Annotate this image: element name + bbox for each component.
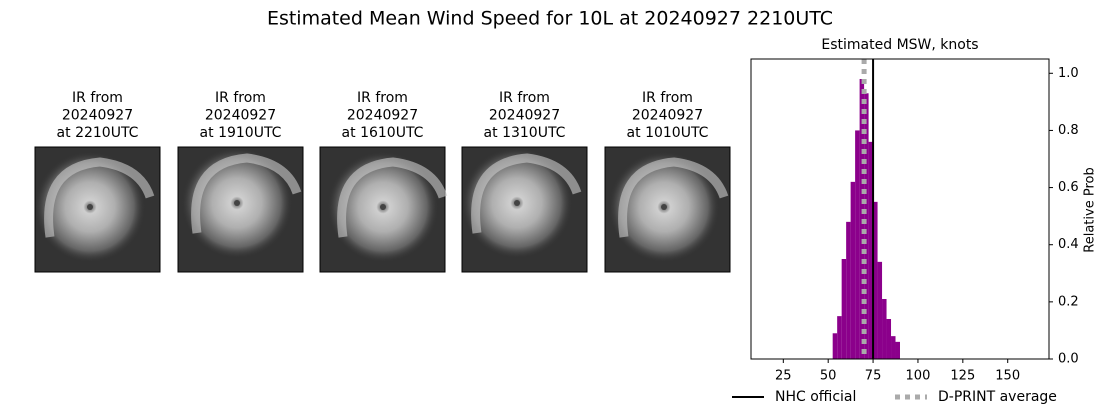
spiral-band <box>471 153 582 234</box>
storm-eye <box>661 204 667 210</box>
panel-title: IR from <box>72 90 123 106</box>
histogram-bar <box>841 259 847 359</box>
histogram-bar <box>837 316 842 359</box>
x-tick-label: 125 <box>950 369 975 384</box>
histogram-bar <box>855 130 860 359</box>
histogram-bar <box>850 181 856 359</box>
spiral-band <box>44 157 155 238</box>
figure-title: Estimated Mean Wind Speed for 10L at 202… <box>267 8 833 30</box>
panel-title: 20240927 <box>632 108 703 124</box>
histogram-bar <box>886 319 892 359</box>
panel-title: 20240927 <box>62 108 133 124</box>
storm-eye <box>234 200 240 206</box>
histogram-bar <box>882 299 887 359</box>
histogram-bar <box>832 333 838 359</box>
storm-eye <box>514 200 520 206</box>
ir-image <box>177 146 304 273</box>
ir-image <box>461 146 588 273</box>
y-tick-label: 1.0 <box>1058 66 1079 81</box>
panel-title: IR from <box>499 90 550 106</box>
histogram-bar <box>895 341 900 359</box>
x-tick-label: 100 <box>906 369 931 384</box>
y-tick-label: 0.2 <box>1058 294 1079 309</box>
legend-label: D-PRINT average <box>938 389 1057 405</box>
histogram-bar <box>891 336 896 359</box>
panel-title: at 1310UTC <box>484 125 566 141</box>
ir-image <box>34 146 161 273</box>
x-tick-label: 150 <box>995 369 1020 384</box>
chart-title: Estimated MSW, knots <box>821 37 978 53</box>
ir-image <box>604 146 731 273</box>
panel-title: at 1610UTC <box>342 125 424 141</box>
ir-image <box>319 146 448 273</box>
spiral-band <box>337 157 448 238</box>
panel-title: 20240927 <box>347 108 418 124</box>
storm-eye <box>380 204 386 210</box>
panel-title: at 1910UTC <box>200 125 282 141</box>
y-tick-label: 0.4 <box>1058 237 1079 252</box>
panel-title: IR from <box>215 90 266 106</box>
plot-frame <box>750 58 1050 360</box>
x-tick-label: 50 <box>820 369 837 384</box>
legend: NHC official D-PRINT average <box>732 389 1057 405</box>
chart: Estimated MSW, knots Relative Prob 25 50 7… <box>732 37 1098 405</box>
storm-eye <box>87 204 93 210</box>
histogram-bar <box>877 261 883 359</box>
y-tick-label: 0.8 <box>1058 123 1079 138</box>
x-tick-label: 75 <box>865 369 882 384</box>
panel-title: at 2210UTC <box>57 125 139 141</box>
histogram-bar <box>873 201 878 359</box>
y-tick-label: 0.6 <box>1058 180 1079 195</box>
panel-title: 20240927 <box>205 108 276 124</box>
y-tick-label: 0.0 <box>1058 352 1079 367</box>
spiral-band <box>618 157 729 238</box>
x-tick-label: 25 <box>775 369 792 384</box>
panel-title: IR from <box>642 90 693 106</box>
histogram-bar <box>868 141 874 359</box>
panel-title: IR from <box>357 90 408 106</box>
legend-label: NHC official <box>775 389 856 405</box>
histogram-bar <box>846 221 851 359</box>
spiral-band <box>191 153 302 234</box>
panel-title: at 1010UTC <box>627 125 709 141</box>
panel-title: 20240927 <box>489 108 560 124</box>
y-axis-label: Relative Prob <box>1083 167 1098 252</box>
histogram-bar <box>864 93 869 360</box>
